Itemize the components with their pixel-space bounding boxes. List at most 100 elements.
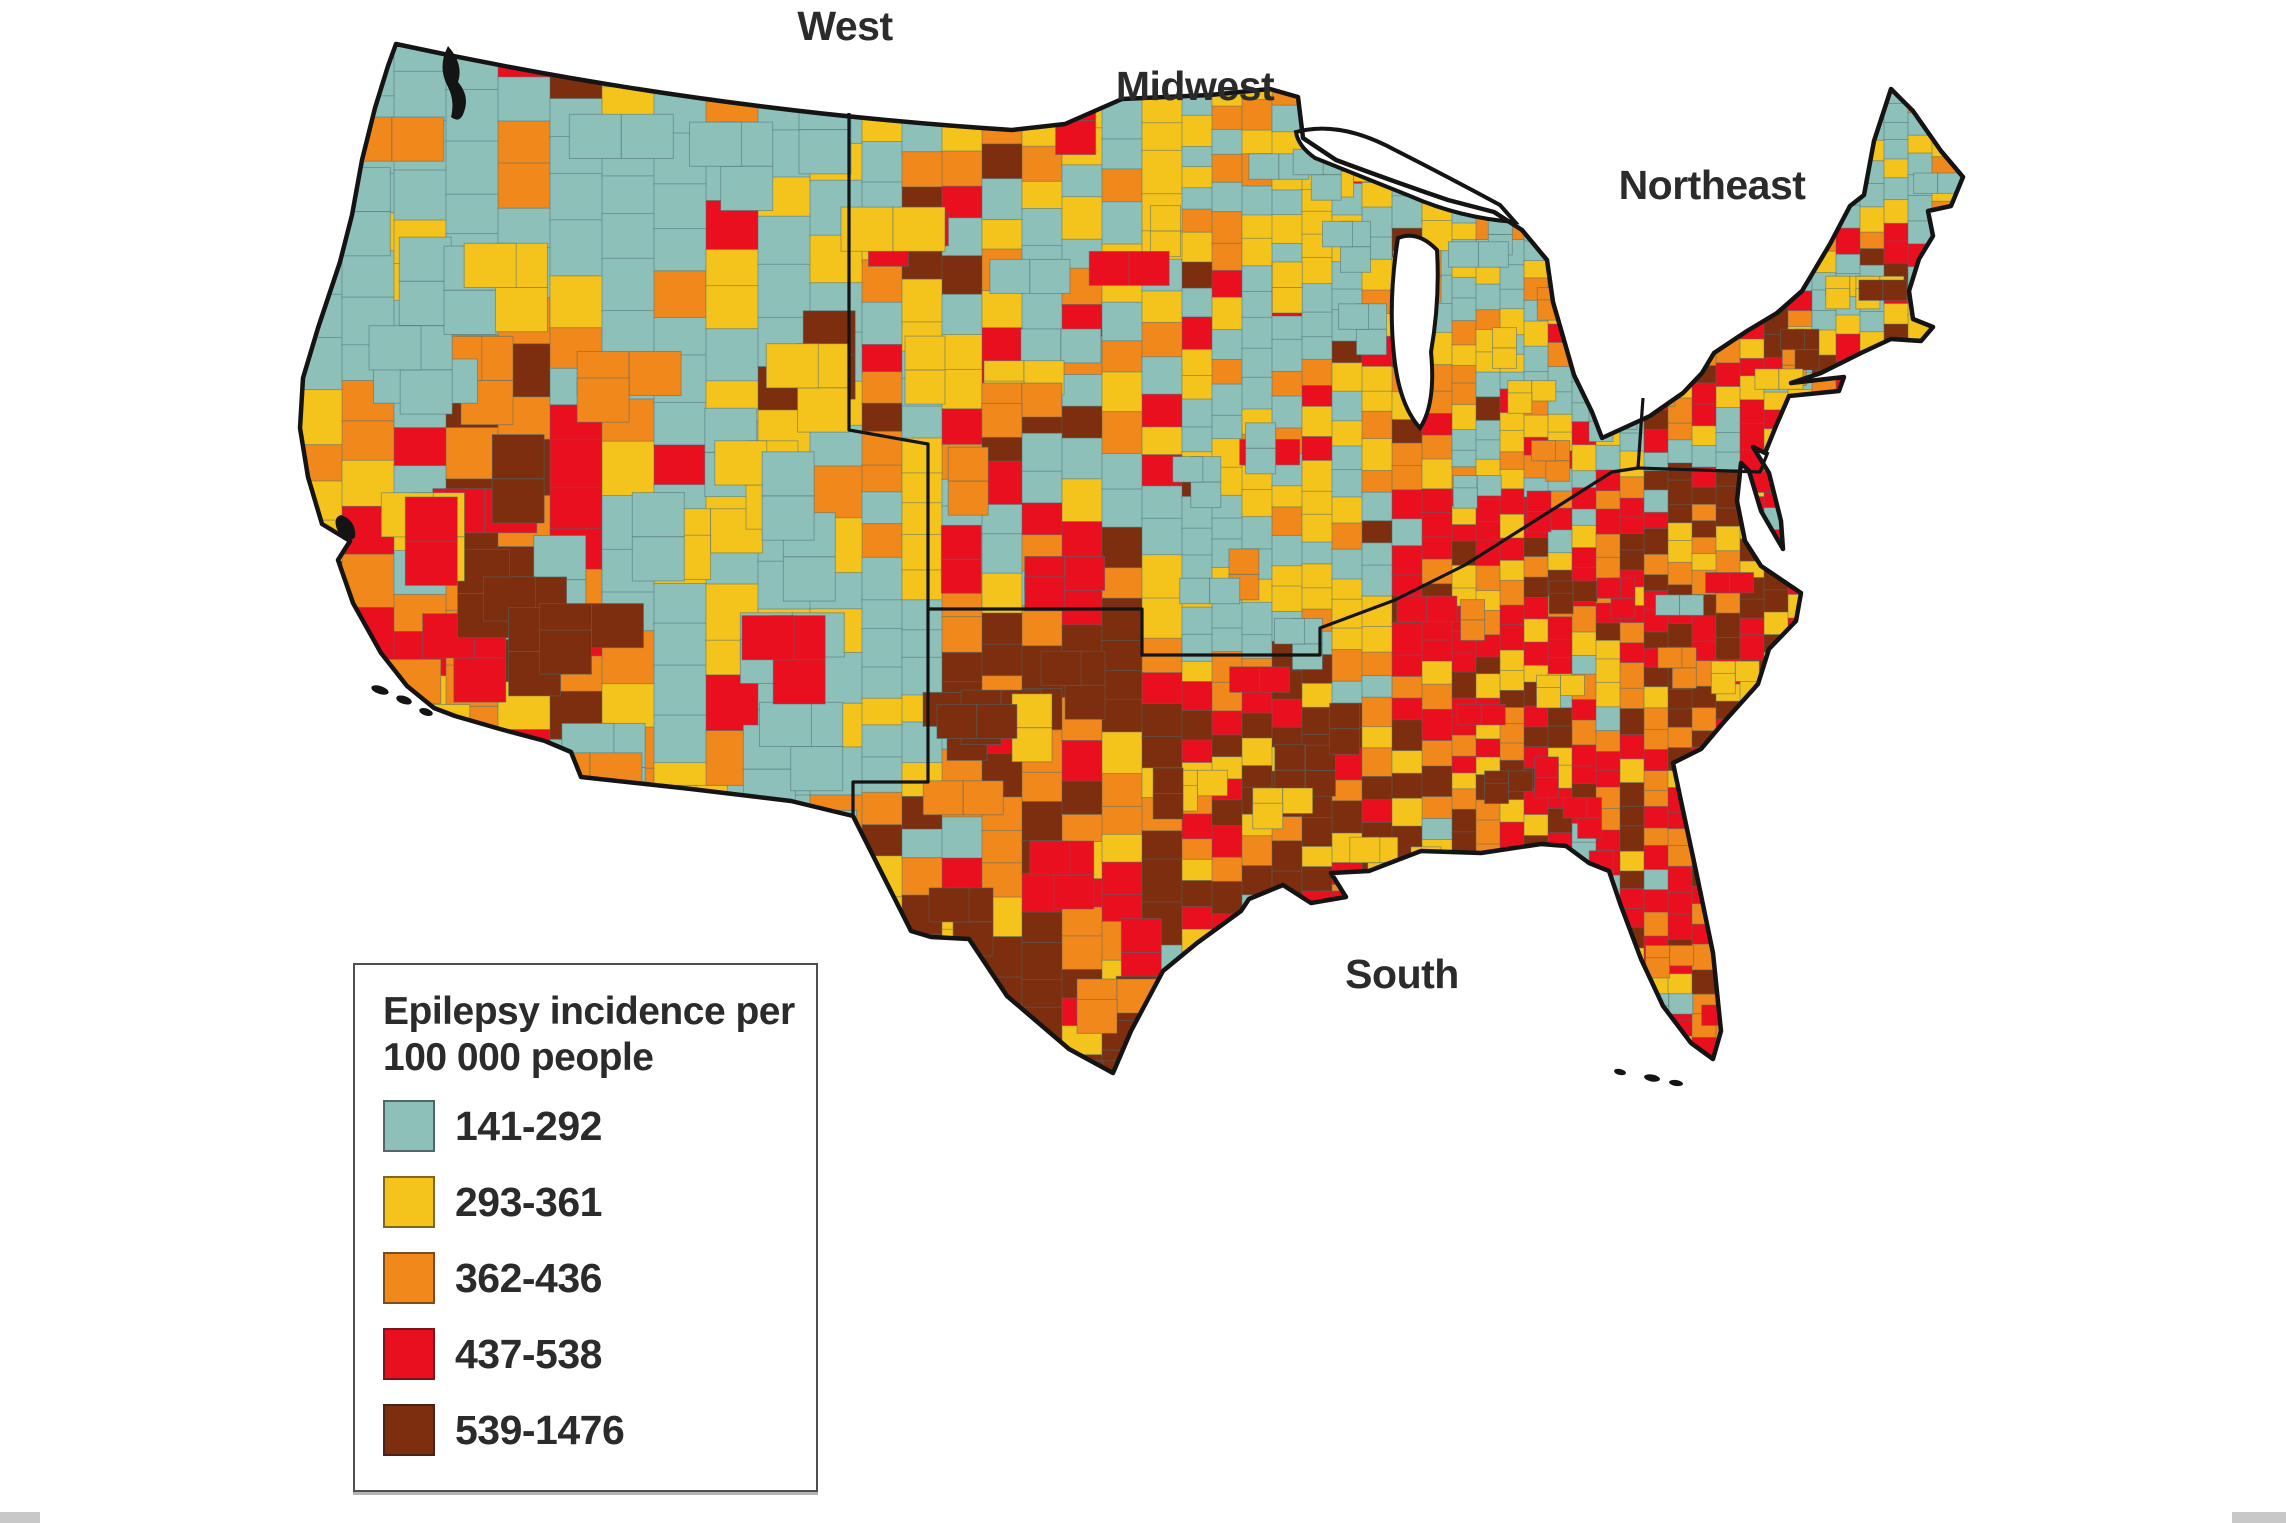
county-cell (1907, 632, 1934, 654)
county-cell (761, 495, 815, 541)
county-cell (1421, 458, 1454, 491)
county-cell (1896, 667, 1922, 690)
county-cell (1667, 504, 1694, 525)
county-cell (1883, 627, 1910, 647)
county-cell (1980, 374, 2005, 399)
county-cell (742, 768, 796, 814)
county-cell (1883, 303, 1910, 326)
county-cell (1955, 442, 1963, 470)
county-cell (901, 599, 944, 632)
county-cell (861, 556, 904, 602)
county-cell (810, 980, 864, 1026)
county-cell (1763, 965, 1790, 993)
us-outline (297, 41, 1966, 1076)
legend-swatch-red (383, 1328, 435, 1381)
county-cell (1421, 639, 1454, 663)
county-cell (941, 293, 984, 337)
county-cell (1477, 241, 1509, 268)
county-cell (1475, 499, 1502, 524)
county-cell (1907, 445, 1934, 474)
county-cell (1241, 765, 1274, 789)
channel-island (396, 695, 412, 705)
county-cell (757, 841, 812, 899)
county-cell (1980, 865, 2005, 883)
county-cell (1241, 737, 1274, 768)
county-cell (1475, 53, 1502, 79)
county-cell (300, 802, 344, 852)
county-cell (1451, 1030, 1478, 1051)
county-cell (1547, 96, 1574, 116)
county-cell (901, 472, 944, 505)
county-cell (1787, 222, 1814, 246)
county-cell (981, 219, 1024, 251)
county-cell (1421, 44, 1454, 59)
county-cell (554, 836, 608, 882)
county-cell (1679, 594, 1705, 616)
county-cell (1451, 364, 1478, 385)
county-cell (1980, 325, 2005, 350)
county-cell (1811, 139, 1838, 163)
county-cell (1763, 58, 1790, 79)
county-cell (1523, 1069, 1550, 1073)
county-cell (1201, 958, 1233, 985)
county-cell (1907, 1013, 1934, 1040)
county-cell (411, 754, 465, 800)
county-cell (1643, 54, 1670, 80)
county-cell (1595, 622, 1622, 642)
county-cell (1955, 642, 1963, 668)
county-cell (1547, 848, 1574, 868)
county-cell (1547, 129, 1574, 157)
county-cell (1619, 212, 1646, 242)
county-cell (1475, 1014, 1502, 1042)
county-cell (1476, 1078, 1501, 1099)
county-cell (1421, 886, 1454, 916)
county-cell (1739, 823, 1766, 844)
county-cell (1619, 50, 1646, 78)
county-cell (1451, 56, 1478, 79)
county-cell (1619, 44, 1646, 53)
county-cell (1361, 63, 1394, 95)
county-cell (1499, 911, 1526, 933)
county-cell (1739, 936, 1766, 960)
county-cell (1955, 784, 1963, 805)
county-cell (1475, 151, 1502, 174)
county-cell (1931, 405, 1958, 434)
county-cell (1571, 886, 1598, 908)
county-cell (1391, 518, 1424, 548)
bottom-left-artifact (0, 1512, 40, 1523)
county-cell (1811, 484, 1838, 511)
county-cell (1271, 903, 1304, 938)
county-cell (1499, 669, 1526, 693)
county-cell (1331, 1051, 1364, 1073)
county-cell (1361, 651, 1394, 678)
county-cell (300, 892, 344, 930)
county-cell (1739, 841, 1766, 861)
county-cell (1181, 1046, 1214, 1073)
county-cell (1715, 942, 1742, 962)
county-cell (1595, 235, 1622, 259)
county-cell (1181, 208, 1214, 234)
county-cell (1101, 526, 1144, 570)
county-cell (1391, 102, 1424, 125)
county-cell (1361, 1046, 1394, 1069)
county-cell (1391, 654, 1424, 679)
county-cell (1619, 986, 1646, 1010)
county-cell (1475, 1039, 1502, 1058)
county-cell (1101, 597, 1144, 642)
florida-key (1644, 1074, 1660, 1082)
county-cell (1523, 726, 1550, 749)
county-cell (1715, 362, 1742, 389)
county-cell (1619, 708, 1646, 737)
county-cell (1231, 958, 1263, 985)
county-cell (1141, 1051, 1184, 1073)
county-cell (1907, 567, 1934, 590)
county-cell (1547, 959, 1574, 980)
county-cell (1931, 258, 1958, 278)
county-cell (1499, 131, 1526, 157)
county-cell (1394, 885, 1425, 913)
county-cell (941, 217, 984, 258)
county-cell (1523, 75, 1550, 100)
county-cell (1763, 119, 1790, 147)
county-cell (300, 208, 344, 258)
county-cell (1499, 649, 1526, 673)
